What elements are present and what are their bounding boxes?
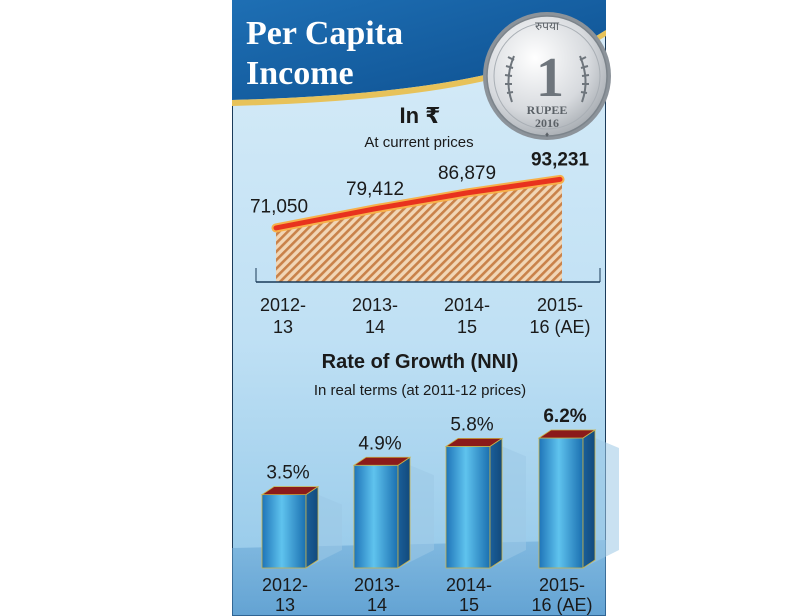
coin-year: 2016 [535, 116, 559, 130]
chart2-value-label: 3.5% [266, 463, 309, 484]
chart2-value-label: 5.8% [450, 414, 493, 435]
chart2-category-label: 16 (AE) [531, 595, 592, 615]
chart2-bar-chart: 3.5% 4.9% 5.8% 6.2% 2012-13 2013-14 2014-15 201… [232, 406, 619, 616]
title-line-1: Per Capita [246, 15, 403, 52]
coin-wheat-right-icon [579, 55, 590, 103]
chart2-floor [232, 540, 606, 616]
coin-wheat-left-icon [504, 55, 515, 103]
chart2-category-label: 13 [275, 595, 295, 615]
chart2-bar-top [352, 456, 412, 466]
chart1-category-label: 2014- [444, 295, 490, 315]
chart1-category-label: 16 (AE) [529, 317, 590, 337]
chart1-category-label: 2012- [260, 295, 306, 315]
chart2-category-label: 2015- [539, 575, 585, 595]
chart1-value-label: 79,412 [346, 179, 404, 200]
chart2-bar-top [260, 486, 320, 496]
chart1-title: In ₹ [400, 103, 441, 128]
chart2-subtitle: In real terms (at 2011-12 prices) [314, 382, 526, 399]
chart2-bar [261, 494, 307, 569]
chart1-area-chart: 71,050 79,412 86,879 93,231 2012-13 2013-14 20… [250, 149, 601, 337]
chart2-bar-side [582, 429, 596, 569]
chart1-category-label: 15 [457, 317, 477, 337]
chart2-category-label: 2012- [262, 575, 308, 595]
chart2-category-label: 15 [459, 595, 479, 615]
coin-top-text: रुपया [535, 19, 560, 33]
chart2-bar-side [489, 437, 503, 569]
chart2-bar-side [397, 456, 411, 569]
chart2-value-label: 6.2% [543, 406, 586, 427]
title-line-2: Income [246, 55, 354, 92]
chart2-bar [445, 445, 491, 569]
rupee-coin-icon: रुपया 1 RUPEE 2016 ♦ [483, 12, 611, 140]
chart1-category-label: 2013- [352, 295, 398, 315]
chart1-category-label: 14 [365, 317, 385, 337]
coin-diamond-icon: ♦ [545, 130, 549, 139]
coin-denomination: RUPEE [527, 103, 568, 117]
chart2-category-label: 2014- [446, 575, 492, 595]
chart2-bar [353, 464, 399, 569]
chart1-area-fill [276, 179, 562, 282]
chart2-value-label: 4.9% [358, 433, 401, 454]
chart1-value-label: 86,879 [438, 163, 496, 184]
coin-numeral: 1 [536, 47, 564, 109]
chart2-category-label: 2013- [354, 575, 400, 595]
chart2-category-label: 14 [367, 595, 387, 615]
chart2-bar-top [537, 429, 597, 439]
chart2-title: Rate of Growth (NNI) [322, 351, 519, 373]
chart1-subtitle: At current prices [364, 134, 473, 151]
chart2-bar-top [444, 437, 504, 447]
chart1-value-label: 71,050 [250, 197, 308, 218]
chart1-category-label: 2015- [537, 295, 583, 315]
chart2-bar-side [305, 485, 319, 569]
chart1-value-label: 93,231 [531, 149, 590, 170]
chart2-bar [538, 437, 584, 569]
chart1-category-label: 13 [273, 317, 293, 337]
